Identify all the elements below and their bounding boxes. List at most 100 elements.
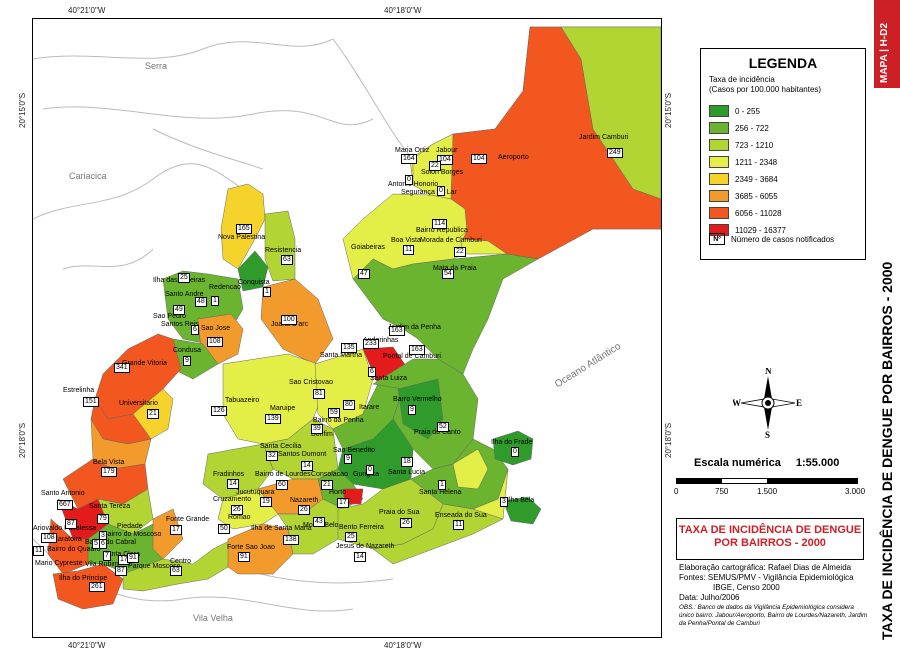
case-count-box: 1 — [263, 287, 271, 297]
case-count-box: 7 — [103, 551, 111, 561]
legend-swatch — [709, 173, 729, 185]
neighborhood-name: Santo Antonio — [41, 490, 85, 497]
legend-class-label: 6056 - 11028 — [735, 208, 782, 218]
neighborhood-name: Santa Clara — [103, 551, 140, 558]
case-count-box: 667 — [57, 500, 73, 510]
legend-class-6: 6056 - 11028 — [709, 207, 782, 219]
neighborhood-name: Consolacao — [311, 471, 348, 478]
case-count-box: 17 — [337, 498, 349, 508]
neighborhood-name: Santo Andre — [165, 291, 204, 298]
neighborhood-name: Tabuazeiro — [225, 397, 260, 404]
case-count-box: 9 — [183, 356, 191, 366]
case-count-box: 26 — [298, 505, 310, 515]
credit-line-1: Elaboração cartográfica: Rafael Dias de … — [679, 563, 852, 572]
coord-bottom-left: 40°21'0"W — [68, 641, 106, 650]
case-count-box: 9 — [344, 454, 352, 464]
neighborhood-name: Boa Vista — [391, 237, 421, 244]
neighborhood-name: Praia do Sua — [379, 509, 420, 516]
coord-top-right: 40°18'0"W — [384, 6, 422, 15]
neighborhood-name: Santa Cecilia — [260, 443, 302, 450]
case-count-box: 14 — [301, 461, 313, 471]
credit-line-4: Data: Julho/2006 — [679, 593, 740, 602]
case-count-box: 22 — [429, 161, 441, 171]
neighborhood-name: Mata da Praia — [433, 265, 477, 272]
compass-rose-icon: N S W E — [733, 368, 802, 438]
map-title: TAXA DE INCIDÊNCIA DE DENGUE POR BAIRROS… — [677, 524, 863, 550]
region-conquista — [237, 250, 269, 292]
case-count-box: 165 — [236, 224, 252, 234]
neighborhood-name: Sao Jose — [201, 325, 231, 332]
case-count-box: 87 — [115, 566, 127, 576]
case-count-box: 163 — [389, 326, 405, 336]
case-count-box: 11 — [453, 520, 465, 530]
neighborhood-name: Universitario — [119, 400, 158, 407]
case-count-box: 52 — [437, 422, 449, 432]
case-count-box: 18 — [401, 457, 413, 467]
scale-label: Escala numérica — [694, 457, 781, 469]
map-title-line-2: POR BAIRROS - 2000 — [714, 537, 826, 549]
neighborhood-name: Andorinhas — [363, 337, 399, 344]
case-count-box: 151 — [83, 397, 99, 407]
legend-swatch — [709, 122, 729, 134]
case-count-box: 79 — [97, 514, 109, 524]
legend-class-1: 256 - 722 — [709, 122, 769, 134]
coord-bottom-right: 40°18'0"W — [384, 641, 422, 650]
legend-class-label: 1211 - 2348 — [735, 157, 778, 167]
neighborhood-name: Santa Lucia — [388, 469, 425, 476]
neighborhood-name: Ariovaldo Favalessa — [33, 525, 97, 532]
neighborhood-name: Bairro do Quadro — [47, 546, 101, 553]
compass-s: S — [765, 430, 770, 438]
legend-swatch — [709, 207, 729, 219]
neighborhood-name: Praia do Canto — [414, 429, 461, 436]
credits: Elaboração cartográfica: Rafael Dias de … — [679, 563, 869, 603]
legend-class-3: 1211 - 2348 — [709, 156, 777, 168]
neighborhood-name: Piedade — [117, 523, 143, 530]
case-count-box: 3 — [500, 497, 508, 507]
legend-class-2: 723 - 1210 — [709, 139, 773, 151]
coord-top-left: 40°21'0"W — [68, 6, 106, 15]
neighborhood-name: Pontal de Camburi — [383, 353, 441, 360]
label-cariacica: Cariacica — [69, 171, 107, 181]
side-tag — [874, 0, 900, 88]
legend-class-0: 0 - 255 — [709, 105, 760, 117]
legend-count-row: Nº Número de casos notificados — [709, 233, 834, 245]
count-symbol: Nº — [709, 233, 725, 245]
neighborhood-name: Nazareth — [290, 497, 319, 504]
neighborhood-name: Santa Luiza — [370, 375, 407, 382]
neighborhood-name: Parque Moscoso — [128, 563, 181, 570]
case-count-box: 0 — [437, 186, 445, 196]
neighborhood-name: Ilha de Santa Maria — [251, 525, 312, 532]
region-joana-darc — [260, 278, 334, 365]
region-jardim-camburi-top — [560, 26, 661, 200]
case-count-box: 249 — [607, 148, 623, 158]
neighborhood-name: Sao Pedro — [153, 313, 187, 320]
case-count-box: 164 — [401, 154, 417, 164]
case-count-box: 104 — [437, 155, 453, 165]
case-count-box: 43 — [313, 517, 325, 527]
case-count-box: 179 — [101, 467, 117, 477]
region-santa-luiza — [397, 378, 444, 440]
neighborhood-name: Ilha do Frade — [491, 439, 533, 446]
region-fonte-grande — [152, 508, 184, 560]
case-count-box: 25 — [178, 273, 190, 283]
case-count-box: 341 — [114, 363, 130, 373]
obs-note: OBS.: Banco de dados da Vigilância Epide… — [679, 604, 868, 627]
case-count-box: 11 — [403, 245, 415, 255]
case-count-box: 261 — [89, 582, 105, 592]
neighborhood-name: Fonte Grande — [166, 516, 210, 523]
case-count-box: 14 — [354, 552, 366, 562]
neighborhood-name: Solon Borges — [421, 169, 464, 176]
side-title: TAXA DE INCIDÊNCIA DE DENGUE POR BAIRROS… — [879, 261, 895, 640]
case-count-box: 0 — [405, 175, 413, 185]
title-box: TAXA DE INCIDÊNCIA DE DENGUE POR BAIRROS… — [676, 518, 864, 560]
map-title-line-1: TAXA DE INCIDÊNCIA DE DENGUE — [678, 524, 862, 536]
case-count-box: 22 — [454, 247, 466, 257]
case-count-box: 14 — [227, 479, 239, 489]
neighborhood-name: Bairro do Cabral — [85, 539, 136, 546]
case-count-box: 114 — [432, 219, 448, 229]
case-count-box: 100 — [281, 315, 297, 325]
legend-class-label: 723 - 1210 — [735, 140, 774, 150]
case-count-box: 21 — [321, 480, 333, 490]
case-count-box: 63 — [281, 255, 293, 265]
scale-value: 1:55.000 — [795, 457, 840, 469]
